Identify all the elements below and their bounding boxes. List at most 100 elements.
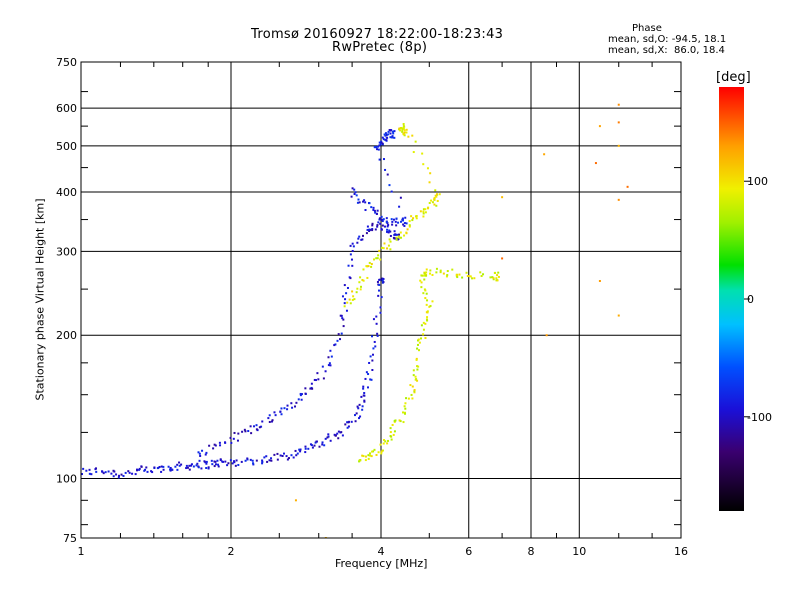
echo-point [402,123,405,126]
echo-point [389,240,392,243]
echo-point [497,275,500,278]
echo-point [290,402,293,405]
echo-point [424,297,427,300]
echo-point [295,454,298,457]
echo-point [379,143,382,146]
echo-point [324,437,327,440]
echo-point [393,136,396,139]
echo-point [214,444,217,447]
echo-point [423,272,426,275]
echo-point [395,224,398,227]
chart-title: Tromsø 20160927 18:22:00-18:23:43 [251,27,504,42]
echo-point [246,457,249,460]
echo-point [327,433,330,436]
echo-point [392,218,395,221]
echo-point [433,197,436,200]
echo-point [217,463,220,466]
echo-point [280,413,283,416]
colorbar [719,87,744,511]
echo-point [378,158,381,161]
echo-point [271,419,274,422]
echo-point [389,136,392,139]
echo-point [416,365,419,368]
echo-point [333,344,336,347]
echo-point [382,278,385,281]
echo-point [279,410,282,413]
echo-point [255,428,258,431]
echo-point [386,442,389,445]
echo-point [354,191,357,194]
echo-point [207,466,210,469]
echo-point [392,236,395,239]
echo-point [251,459,254,462]
echo-point [376,224,379,227]
y-tick-label: 75 [63,532,77,545]
echo-point [382,138,385,141]
echo-point [115,473,118,476]
echo-point [385,139,388,142]
echo-point [348,420,351,423]
echo-point [543,153,546,156]
echo-point [299,450,302,453]
echo-point [455,274,458,277]
echo-point [379,258,382,261]
echo-point [421,274,424,277]
echo-point [241,430,244,433]
echo-point [255,424,258,427]
echo-point [424,337,427,340]
echo-point [380,218,383,221]
echo-point [321,365,324,368]
echo-point [240,460,243,463]
echo-point [403,411,406,414]
echo-point [357,237,360,240]
echo-point [160,470,163,473]
echo-point [386,228,389,231]
echo-point [138,468,141,471]
echo-point [401,127,404,130]
echo-point [347,425,350,428]
echo-point [392,433,395,436]
echo-point [405,397,408,400]
echo-point [211,463,214,466]
echo-point [390,190,393,193]
echo-point [313,444,316,447]
echo-point [145,466,148,469]
stats-line-o: mean, sd,O: -94.5, 18.1 [608,34,727,45]
echo-point [376,225,379,228]
echo-point [276,458,279,461]
echo-point [387,130,390,133]
echo-point [416,343,419,346]
echo-point [479,271,482,274]
echo-point [425,311,428,314]
echo-point [361,454,364,457]
echo-point [366,386,369,389]
echo-point [104,471,107,474]
echo-point [112,475,115,478]
echo-point [410,215,413,218]
echo-point [362,279,365,282]
echo-point [328,362,331,365]
echo-point [356,241,359,244]
echo-point [367,457,370,460]
echo-point [199,454,202,457]
echo-point [169,469,172,472]
echo-point [329,364,332,367]
echo-point [359,288,362,291]
x-tick-label: 10 [572,545,586,558]
echo-point [398,205,401,208]
echo-point [389,234,392,237]
echo-point [261,462,264,465]
echo-point [113,470,116,473]
echo-point [376,334,379,337]
echo-point [422,215,425,218]
echo-point [157,466,160,469]
echo-point [422,212,425,215]
echo-point [466,275,469,278]
echo-point [214,460,217,463]
echo-point [249,425,252,428]
echo-point [81,473,84,476]
chart-subtitle: RwPretec (8p) [332,40,428,55]
echo-point [351,242,354,245]
echo-point [185,467,188,470]
echo-point [351,187,354,190]
